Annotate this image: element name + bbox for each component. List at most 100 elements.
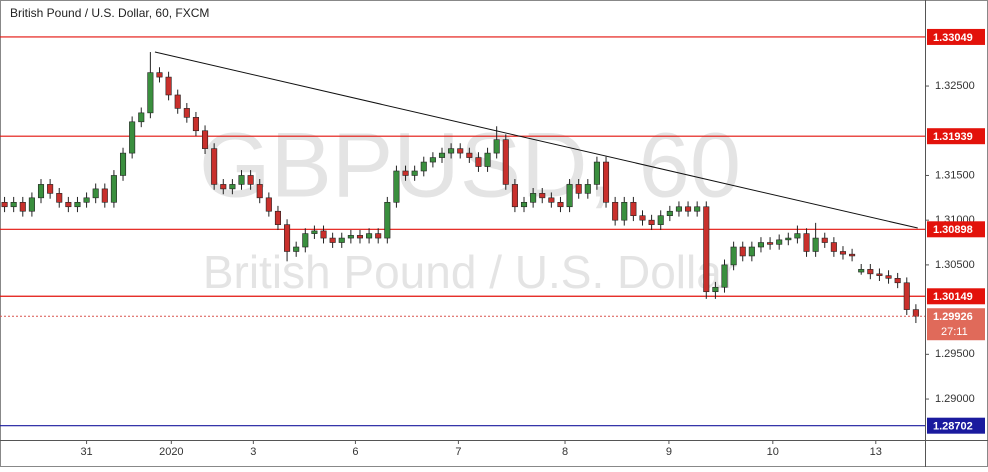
candle-body <box>830 242 837 252</box>
candle-body <box>730 246 737 266</box>
y-tick-label: 1.31500 <box>935 169 975 181</box>
candle-body <box>119 152 127 176</box>
candle-body <box>356 235 364 239</box>
candle-body <box>19 201 26 212</box>
candle-body <box>539 193 546 199</box>
candle-body <box>685 206 692 212</box>
candle-body <box>912 309 919 317</box>
x-tick-label: 7 <box>455 446 461 458</box>
candle-body <box>265 197 272 212</box>
candle-body <box>603 161 610 203</box>
candle-body <box>839 251 847 255</box>
candle-body <box>530 193 537 203</box>
candle-body <box>639 215 646 221</box>
candle-body <box>876 273 883 276</box>
level-label: 1.30149 <box>933 291 973 303</box>
candle-body <box>65 201 72 208</box>
candle-body <box>183 108 190 118</box>
candle-body <box>28 197 35 212</box>
level-box <box>927 128 985 145</box>
candle-body <box>174 94 181 109</box>
candle-body <box>712 286 719 293</box>
candle-body <box>511 184 518 208</box>
candle-body <box>739 246 746 257</box>
level-box <box>927 221 985 238</box>
y-tick-label: 1.29000 <box>935 393 975 405</box>
candle-body <box>247 175 254 185</box>
candle-body <box>211 148 218 185</box>
candle-body <box>748 246 755 257</box>
candle-body <box>274 210 281 225</box>
candle-body <box>721 264 728 288</box>
watermark: GBPUSD, 60 <box>199 114 741 216</box>
candle-body <box>320 230 327 239</box>
candle-body <box>101 188 108 203</box>
candle-body <box>812 237 819 252</box>
candle-body <box>92 188 99 199</box>
x-tick-label: 8 <box>562 446 568 458</box>
candle-body <box>110 175 117 203</box>
y-tick-label: 1.32500 <box>935 80 975 92</box>
candle-body <box>411 170 418 176</box>
candle-body <box>466 152 473 158</box>
candle-body <box>338 237 345 243</box>
candle-body <box>566 184 573 208</box>
candle-body <box>329 237 336 243</box>
last-price-box <box>927 308 985 341</box>
candle-body <box>375 233 382 239</box>
candle-body <box>129 121 136 154</box>
candle-body <box>858 269 865 273</box>
watermark-subtitle: British Pound / U.S. Dollar <box>203 246 737 298</box>
candle-body <box>165 76 172 96</box>
candle-body <box>366 233 373 239</box>
candle-body <box>484 152 491 167</box>
candle-body <box>666 210 673 217</box>
candle-body <box>657 215 664 225</box>
candle-body <box>420 161 427 172</box>
candle-body <box>557 201 564 208</box>
candle-body <box>83 197 90 203</box>
candle-body <box>1 201 8 208</box>
candle-body <box>302 233 309 248</box>
candle-body <box>794 233 801 239</box>
candle-body <box>785 237 792 241</box>
candle-body <box>74 201 81 208</box>
candle-body <box>47 184 54 194</box>
candle-body <box>584 184 591 194</box>
candle-body <box>612 201 619 221</box>
level-box <box>927 288 985 305</box>
candle-body <box>894 278 901 284</box>
candle-body <box>703 206 710 293</box>
candle-body <box>593 161 600 185</box>
candle-body <box>575 184 582 194</box>
candle-body <box>757 242 764 248</box>
candle-body <box>457 148 464 154</box>
candle-body <box>284 224 291 252</box>
candle-body <box>621 201 628 221</box>
candle-body <box>220 184 227 190</box>
candle-body <box>138 112 145 123</box>
candle-body <box>347 235 354 239</box>
candle-body <box>293 246 300 252</box>
candle-body <box>429 157 436 163</box>
level-label: 1.30898 <box>933 224 973 236</box>
candle-body <box>903 282 910 310</box>
last-price-label: 1.29926 <box>933 311 973 323</box>
candle-body <box>229 184 236 190</box>
candle-body <box>694 206 701 212</box>
candle-body <box>548 197 555 203</box>
x-tick-label: 10 <box>767 446 779 458</box>
candle-body <box>56 193 63 203</box>
candle-body <box>311 230 318 234</box>
candle-body <box>675 206 682 212</box>
candle-body <box>256 184 263 199</box>
candle-body <box>192 117 199 132</box>
x-tick-label: 13 <box>870 446 882 458</box>
y-tick-label: 1.29500 <box>935 348 975 360</box>
candle-body <box>867 269 874 275</box>
candle-body <box>475 157 482 167</box>
candle-body <box>821 237 828 243</box>
candle-body <box>803 233 810 252</box>
